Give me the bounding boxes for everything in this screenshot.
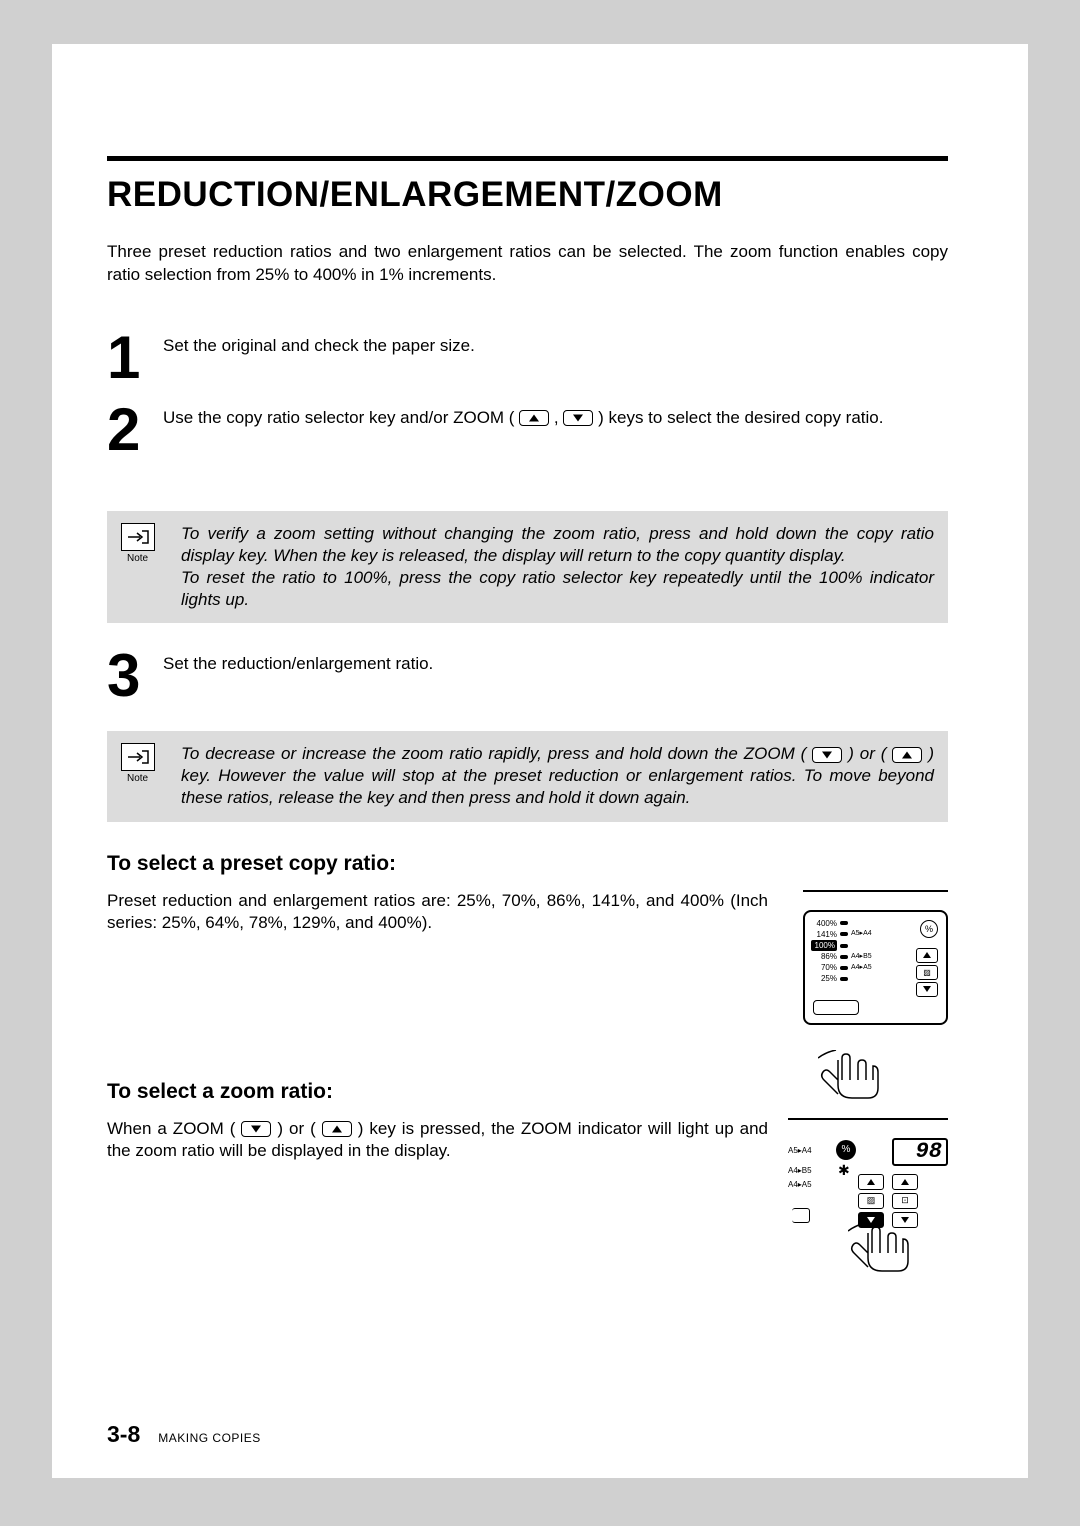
step-3: 3 Set the reduction/enlargement ratio. [107, 649, 948, 703]
selector-key-edge [792, 1208, 810, 1223]
copy-button-icon: ⊡ [892, 1193, 918, 1209]
selected-ratio: 100% [811, 940, 837, 951]
step-3-text: Set the reduction/enlargement ratio. [163, 649, 948, 676]
title-rule [107, 156, 948, 161]
note-1-label: Note [127, 553, 148, 564]
main-title: REDUCTION/ENLARGEMENT/ZOOM [107, 175, 948, 215]
preset-heading: To select a preset copy ratio: [107, 852, 948, 876]
preset-panel-illustration: 400% 141%A5▸A4 100% 86%A4▸B5 70%A4▸A5 25… [788, 890, 948, 1070]
step-2-text-c: ) keys to select the desired copy ratio. [598, 408, 883, 427]
content-area: REDUCTION/ENLARGEMENT/ZOOM Three preset … [107, 156, 948, 1298]
note-box-1: Note To verify a zoom setting without ch… [107, 511, 948, 623]
step-2-text: Use the copy ratio selector key and/or Z… [163, 403, 948, 430]
zoom-row: When a ZOOM ( ) or ( ) key is pressed, t… [107, 1118, 948, 1298]
zoom-down-key-icon [241, 1121, 271, 1137]
note-1-p1: To verify a zoom setting without changin… [181, 524, 934, 565]
step-2: 2 Use the copy ratio selector key and/or… [107, 403, 948, 457]
zoom-buttons: ▨ [916, 948, 938, 997]
page: REDUCTION/ENLARGEMENT/ZOOM Three preset … [52, 44, 1028, 1478]
zoom-panel-illustration: A5▸A4 A4▸B5 A4▸A5 % 98 ✱ ▨ [788, 1118, 948, 1298]
note-2-text: To decrease or increase the zoom ratio r… [181, 743, 934, 809]
percent-display-button: % [920, 920, 938, 938]
note-1-text: To verify a zoom setting without changin… [181, 523, 934, 611]
ratio-list: 400% 141%A5▸A4 100% 86%A4▸B5 70%A4▸A5 25… [811, 918, 872, 985]
zoom-up-key-icon [519, 410, 549, 426]
note-2-icon-wrap: Note [121, 743, 181, 784]
step-2-number: 2 [107, 403, 155, 457]
hand-icon [848, 1223, 918, 1283]
zoom-indicator-light: ✱ [838, 1162, 850, 1179]
up-button-icon [858, 1174, 884, 1190]
step-1-number: 1 [107, 331, 155, 385]
note-2-a: To decrease or increase the zoom ratio r… [181, 744, 812, 763]
note-box-2: Note To decrease or increase the zoom ra… [107, 731, 948, 821]
zoom-col-1: ▨ [858, 1174, 884, 1228]
step-1: 1 Set the original and check the paper s… [107, 331, 948, 385]
zoom-size-labels: A5▸A4 A4▸B5 A4▸A5 [788, 1144, 812, 1193]
zoom-text-a: When a ZOOM ( [107, 1119, 241, 1138]
intro-text: Three preset reduction ratios and two en… [107, 241, 948, 287]
zoom-indicator-icon: ▨ [916, 965, 938, 980]
zoom-text-b: ) or ( [277, 1119, 321, 1138]
step-1-text: Set the original and check the paper siz… [163, 331, 948, 358]
zoom-display: 98 [892, 1138, 948, 1166]
step-2-text-a: Use the copy ratio selector key and/or Z… [163, 408, 519, 427]
note-1-icon-wrap: Note [121, 523, 181, 564]
up-button-icon [916, 948, 938, 963]
page-number: 3-8 [107, 1421, 140, 1448]
zoom-col-2: ⊡ [892, 1174, 918, 1228]
zoom-indicator-icon: ▨ [858, 1193, 884, 1209]
zoom-down-key-icon [812, 747, 842, 763]
preset-text: Preset reduction and enlargement ratios … [107, 890, 768, 936]
hand-icon [818, 1050, 888, 1110]
ratio-panel: 400% 141%A5▸A4 100% 86%A4▸B5 70%A4▸A5 25… [803, 910, 948, 1025]
note-icon [121, 523, 155, 551]
step-3-number: 3 [107, 649, 155, 703]
zoom-down-key-icon [563, 410, 593, 426]
footer-section: MAKING COPIES [158, 1431, 261, 1445]
zoom-up-key-icon [892, 747, 922, 763]
preset-row: Preset reduction and enlargement ratios … [107, 890, 948, 1070]
note-1-p2: To reset the ratio to 100%, press the co… [181, 568, 934, 609]
note-2-label: Note [127, 773, 148, 784]
zoom-text: When a ZOOM ( ) or ( ) key is pressed, t… [107, 1118, 768, 1164]
ratio-selector-key [813, 1000, 859, 1015]
percent-button: % [836, 1140, 856, 1160]
note-2-b: ) or ( [848, 744, 892, 763]
up-button-icon [892, 1174, 918, 1190]
zoom-up-key-icon [322, 1121, 352, 1137]
down-button-icon [916, 982, 938, 997]
note-icon [121, 743, 155, 771]
step-2-text-b: , [554, 408, 563, 427]
page-footer: 3-8 MAKING COPIES [107, 1421, 261, 1448]
